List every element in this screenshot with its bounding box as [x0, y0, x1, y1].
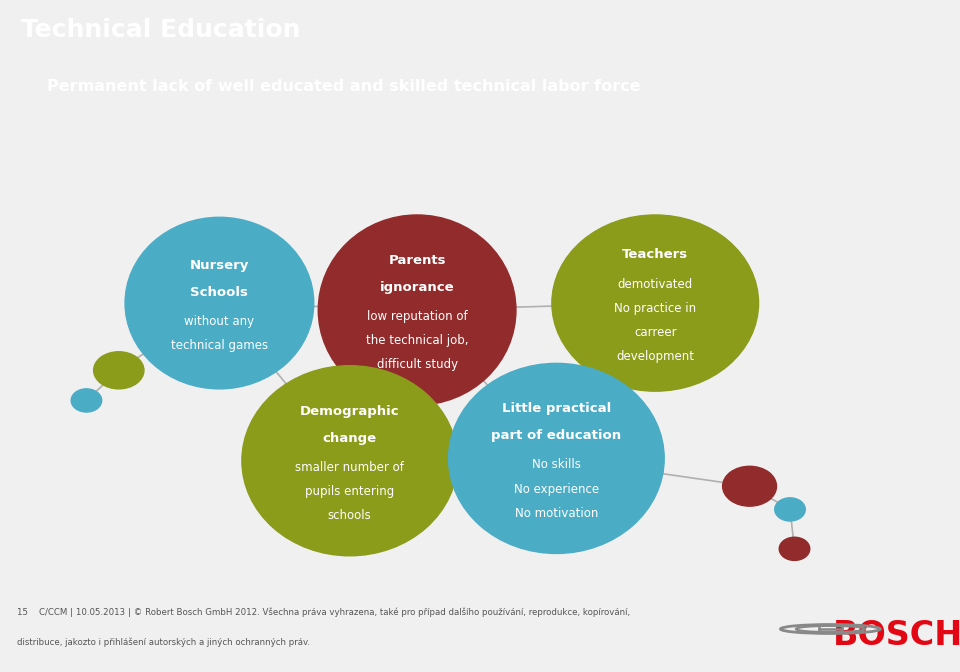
Text: ignorance: ignorance [380, 281, 454, 294]
Text: Schools: Schools [190, 286, 249, 299]
Text: schools: schools [327, 509, 372, 522]
Text: carreer: carreer [634, 326, 677, 339]
Text: No motivation: No motivation [515, 507, 598, 519]
Ellipse shape [71, 389, 102, 412]
Text: change: change [323, 431, 376, 444]
Text: Technical Education: Technical Education [21, 18, 300, 42]
Text: pupils entering: pupils entering [305, 485, 395, 498]
Ellipse shape [448, 364, 664, 554]
Text: distribuce, jakozto i přihlášení autorských a jiných ochranných práv.: distribuce, jakozto i přihlášení autorsk… [17, 637, 310, 646]
Text: demotivated: demotivated [617, 278, 693, 290]
Text: difficult study: difficult study [376, 358, 458, 371]
Ellipse shape [242, 366, 458, 556]
Text: No practice in: No practice in [614, 302, 696, 314]
Text: BOSCH: BOSCH [832, 620, 960, 653]
Ellipse shape [94, 351, 144, 389]
Ellipse shape [723, 466, 777, 506]
Text: 15    C/CCM | 10.05.2013 | © Robert Bosch GmbH 2012. Všechna práva vyhrazena, ta: 15 C/CCM | 10.05.2013 | © Robert Bosch G… [17, 607, 631, 616]
Text: low reputation of: low reputation of [367, 310, 468, 323]
Text: Little practical: Little practical [502, 403, 611, 415]
Text: Nursery: Nursery [190, 259, 249, 272]
Text: part of education: part of education [492, 429, 621, 442]
Text: development: development [616, 350, 694, 363]
Ellipse shape [125, 217, 314, 389]
Text: Teachers: Teachers [622, 249, 688, 261]
Text: Parents: Parents [389, 254, 445, 267]
Ellipse shape [780, 537, 810, 560]
Text: without any: without any [184, 315, 254, 328]
Ellipse shape [775, 498, 805, 521]
Ellipse shape [319, 215, 516, 405]
Text: No skills: No skills [532, 458, 581, 471]
Text: technical games: technical games [171, 339, 268, 352]
Text: Demographic: Demographic [300, 405, 399, 417]
Ellipse shape [552, 215, 758, 391]
Text: smaller number of: smaller number of [296, 461, 404, 474]
Text: Permanent lack of well educated and skilled technical labor force: Permanent lack of well educated and skil… [47, 79, 640, 94]
Text: No experience: No experience [514, 482, 599, 495]
Text: the technical job,: the technical job, [366, 334, 468, 347]
